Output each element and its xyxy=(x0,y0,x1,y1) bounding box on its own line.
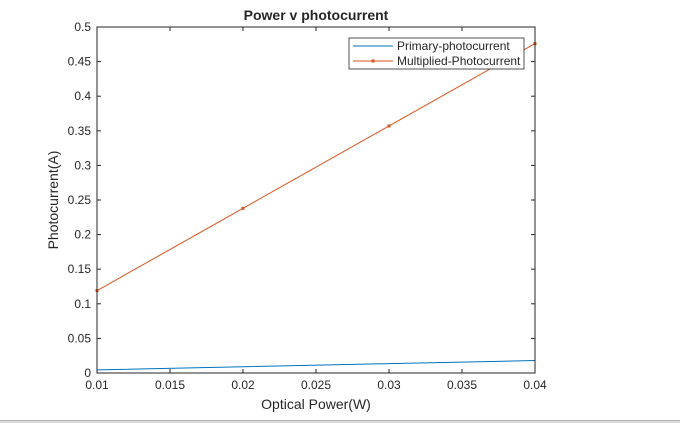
y-tick-label: 0.1 xyxy=(74,297,91,311)
x-axis-label: Optical Power(W) xyxy=(261,396,371,412)
x-tick-label: 0.04 xyxy=(523,378,547,392)
plot-area xyxy=(97,27,535,373)
y-tick-label: 0.4 xyxy=(74,89,91,103)
window-bottom-edge xyxy=(0,420,680,423)
y-tick-label: 0.5 xyxy=(74,20,91,34)
y-tick-label: 0.25 xyxy=(68,193,92,207)
x-tick-label: 0.035 xyxy=(447,378,477,392)
legend-label-primary: Primary-photocurrent xyxy=(397,39,510,53)
y-tick-label: 0 xyxy=(84,366,91,380)
x-tick-label: 0.025 xyxy=(301,378,331,392)
y-tick-label: 0.45 xyxy=(68,55,92,69)
y-tick-label: 0.15 xyxy=(68,262,92,276)
y-tick-label: 0.3 xyxy=(74,158,91,172)
legend: Primary-photocurrent Multiplied-Photocur… xyxy=(348,37,525,70)
y-tick-labels: 0 0.05 0.1 0.15 0.2 0.25 0.3 0.35 0.4 0.45 0.5 xyxy=(68,20,92,380)
legend-marker-multiplied xyxy=(371,59,375,63)
y-tick-label: 0.35 xyxy=(68,124,92,138)
series-line-1 xyxy=(96,43,536,292)
y-tick-label: 0.2 xyxy=(74,228,91,242)
data-point-1-2 xyxy=(387,124,391,128)
data-point-1-1 xyxy=(241,206,245,210)
x-tick-label: 0.01 xyxy=(85,378,109,392)
x-tick-labels: 0.01 0.015 0.02 0.025 0.03 0.035 0.04 xyxy=(85,378,547,392)
plot-frame xyxy=(96,26,536,374)
y-tick-label: 0.05 xyxy=(68,331,92,345)
x-tick-label: 0.03 xyxy=(377,378,401,392)
x-tick-label: 0.015 xyxy=(155,378,185,392)
legend-label-multiplied: Multiplied-Photocurrent xyxy=(397,54,521,68)
legend-box xyxy=(348,37,525,70)
y-axis-label: Photocurrent(A) xyxy=(45,151,61,250)
chart-title: Power v photocurrent xyxy=(244,7,389,23)
series-line-0 xyxy=(96,360,536,371)
x-tick-label: 0.02 xyxy=(231,378,255,392)
